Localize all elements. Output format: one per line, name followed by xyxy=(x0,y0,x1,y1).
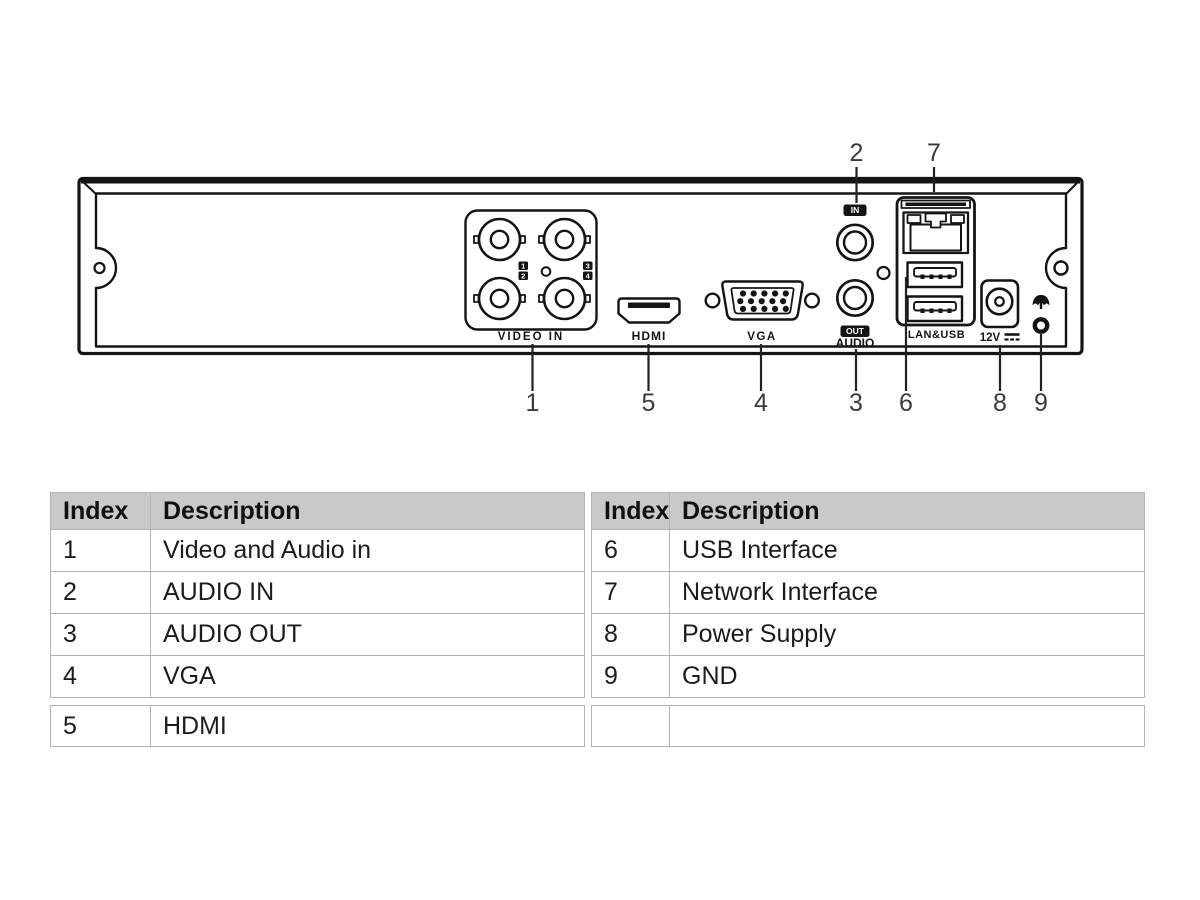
callout-number: 9 xyxy=(1034,389,1048,417)
bnc-connector-icon xyxy=(473,217,526,262)
panel-screw-icon xyxy=(876,265,891,281)
vga-pins xyxy=(737,290,789,312)
description-cell: USB Interface xyxy=(669,529,1145,572)
header-row: Index Description xyxy=(591,492,1145,530)
hdmi-port-icon xyxy=(617,297,681,324)
panel-screw-icon xyxy=(540,266,552,277)
index-cell: 9 xyxy=(591,655,670,698)
bnc-number-badge: 4 xyxy=(586,272,591,281)
description-cell: VGA xyxy=(150,655,585,698)
bnc-connector-icon xyxy=(538,276,591,321)
legend-row: 3 AUDIO OUT xyxy=(50,613,585,656)
description-cell: HDMI xyxy=(150,705,585,747)
audio-label: AUDIO xyxy=(836,336,875,350)
mounting-screw-icon xyxy=(93,261,106,275)
callout-number: 4 xyxy=(754,389,768,417)
power-jack-icon xyxy=(980,279,1020,329)
index-cell: 8 xyxy=(591,613,670,656)
index-cell: 6 xyxy=(591,529,670,572)
index-cell: 1 xyxy=(50,529,151,572)
vga-label: VGA xyxy=(747,331,776,343)
legend-row: 4 VGA xyxy=(50,655,585,698)
bnc-number-badge: 3 xyxy=(586,262,590,271)
index-cell xyxy=(591,705,670,747)
column-header-description: Description xyxy=(669,492,1145,530)
hdmi-label: HDMI xyxy=(632,329,667,343)
callout-number: 7 xyxy=(927,139,941,167)
legend-row: 1 Video and Audio in xyxy=(50,529,585,572)
column-header-index: Index xyxy=(591,492,670,530)
index-cell: 2 xyxy=(50,571,151,614)
mounting-screw-icon xyxy=(1053,260,1069,276)
callout-number: 8 xyxy=(993,389,1007,417)
index-cell: 4 xyxy=(50,655,151,698)
legend-row: 2 AUDIO IN xyxy=(50,571,585,614)
column-header-description: Description xyxy=(150,492,585,530)
description-cell: GND xyxy=(669,655,1145,698)
description-cell: Video and Audio in xyxy=(150,529,585,572)
audio-in-jack-icon: IN xyxy=(835,204,875,262)
description-cell: Power Supply xyxy=(669,613,1145,656)
header-row: Index Description xyxy=(50,492,585,530)
callout-number: 2 xyxy=(850,139,864,167)
callout-number: 1 xyxy=(526,389,540,417)
power-label: 12V xyxy=(980,332,1001,344)
lan-usb-block: LAN&USB xyxy=(895,196,976,341)
video-in-label: VIDEO IN xyxy=(498,331,564,343)
callout-number: 5 xyxy=(642,389,656,417)
dc-voltage-icon xyxy=(1004,333,1020,341)
bnc-connector-icon xyxy=(538,217,591,262)
callout-number: 6 xyxy=(899,389,913,417)
vga-screw-icon xyxy=(704,292,721,309)
column-header-index: Index xyxy=(50,492,151,530)
video-in-ports: 1 2 3 4 VIDEO IN xyxy=(464,209,598,343)
legend-row xyxy=(591,705,1145,747)
bnc-number-badge: 1 xyxy=(521,262,525,271)
ground-icon xyxy=(1032,295,1050,309)
index-cell: 3 xyxy=(50,613,151,656)
legend-row: 9 GND xyxy=(591,655,1145,698)
audio-in-badge: IN xyxy=(851,205,860,215)
callout-number: 3 xyxy=(849,389,863,417)
bnc-number-badge: 2 xyxy=(521,272,525,281)
callouts: 2 7 1 5 4 3 6 8 9 xyxy=(526,139,1048,417)
description-cell: AUDIO OUT xyxy=(150,613,585,656)
index-cell: 5 xyxy=(50,705,151,747)
legend-row: 5 HDMI xyxy=(50,705,585,747)
audio-out-jack-icon: OUT xyxy=(835,278,875,337)
legend-row: 6 USB Interface xyxy=(591,529,1145,572)
legend-row: 8 Power Supply xyxy=(591,613,1145,656)
rj45-port-icon xyxy=(902,211,970,255)
index-cell: 7 xyxy=(591,571,670,614)
vga-screw-icon xyxy=(804,292,821,309)
description-cell xyxy=(669,705,1145,747)
audio-out-badge: OUT xyxy=(846,326,865,336)
usb-port-icon xyxy=(906,295,964,323)
chassis-outline xyxy=(77,176,1084,356)
ground-screw-icon xyxy=(1032,317,1050,334)
description-cell: AUDIO IN xyxy=(150,571,585,614)
device-rear-panel-diagram: 1 2 3 4 VIDEO IN HDMI xyxy=(77,139,1084,417)
description-cell: Network Interface xyxy=(669,571,1145,614)
legend-table-right: Index Description 6 USB Interface 7 Networ… xyxy=(591,492,1145,747)
vga-port-icon xyxy=(704,280,821,321)
lan-usb-label: LAN&USB xyxy=(908,329,965,341)
legend-row: 7 Network Interface xyxy=(591,571,1145,614)
usb-port-icon xyxy=(906,261,964,289)
bnc-connector-icon xyxy=(473,276,526,321)
